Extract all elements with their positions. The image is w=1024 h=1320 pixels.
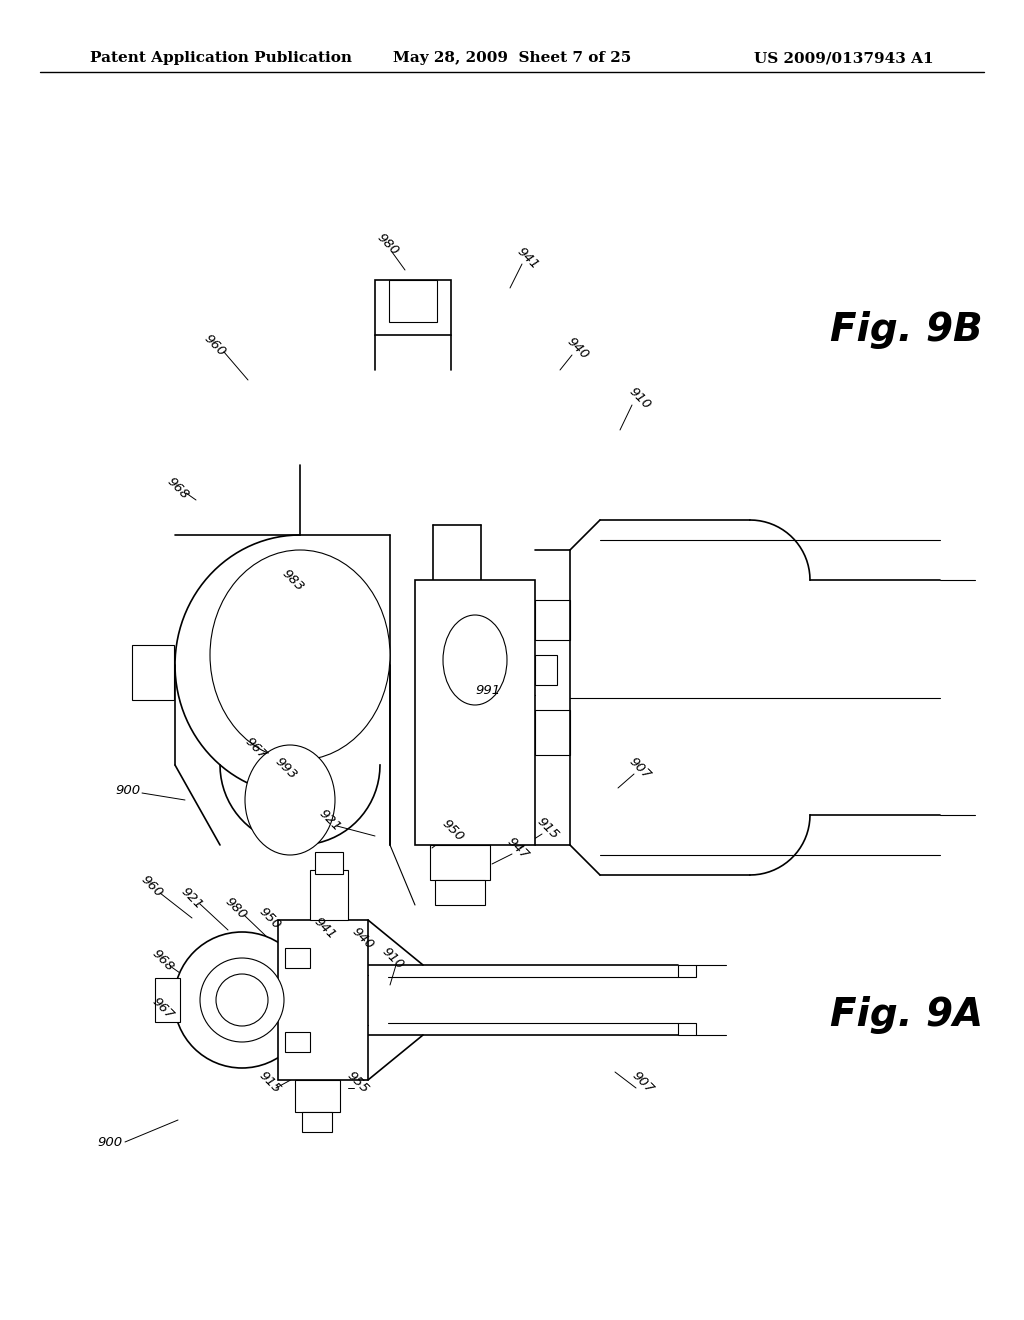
Bar (315, 851, 343, 874)
Text: 947: 947 (505, 834, 531, 862)
Text: 907: 907 (627, 755, 653, 781)
Text: 991: 991 (475, 684, 501, 697)
Circle shape (200, 958, 284, 1041)
Text: 968: 968 (165, 474, 191, 502)
Ellipse shape (210, 550, 390, 760)
Text: 993: 993 (272, 755, 299, 781)
Bar (535, 601, 570, 640)
Bar (430, 755, 485, 805)
Bar (278, 920, 368, 1080)
Bar (678, 1023, 696, 1035)
Text: 980: 980 (375, 231, 401, 257)
Text: 907: 907 (630, 1068, 656, 1096)
Text: 921: 921 (178, 884, 206, 912)
Text: 983: 983 (280, 566, 306, 594)
Ellipse shape (245, 744, 335, 855)
Text: 980: 980 (222, 895, 250, 921)
Text: 915: 915 (535, 814, 561, 841)
Bar (295, 1080, 340, 1111)
Bar (310, 870, 348, 920)
Text: 941: 941 (311, 915, 339, 941)
Bar (302, 1111, 332, 1133)
Bar (435, 880, 485, 906)
Ellipse shape (443, 615, 507, 705)
Bar (132, 645, 174, 700)
Text: 940: 940 (349, 924, 377, 952)
Text: 967: 967 (243, 734, 269, 762)
Text: 900: 900 (116, 784, 140, 796)
Text: 921: 921 (316, 807, 343, 833)
Bar (389, 280, 437, 322)
Text: 900: 900 (97, 1135, 123, 1148)
Text: Fig. 9B: Fig. 9B (830, 312, 983, 348)
Text: 910: 910 (380, 945, 407, 972)
Bar (155, 978, 180, 1022)
Text: 915: 915 (257, 1068, 284, 1096)
Bar (535, 655, 557, 685)
Bar (430, 845, 490, 880)
Text: 955: 955 (344, 1068, 372, 1096)
Circle shape (216, 974, 268, 1026)
Circle shape (429, 717, 445, 733)
Text: 941: 941 (514, 244, 542, 272)
Text: 960: 960 (138, 873, 166, 899)
Text: 950: 950 (439, 817, 467, 843)
Text: 940: 940 (564, 334, 592, 362)
Bar (285, 948, 310, 968)
Circle shape (174, 932, 310, 1068)
Text: 950: 950 (257, 904, 284, 932)
Bar (415, 579, 535, 845)
Text: Fig. 9A: Fig. 9A (830, 997, 983, 1034)
Text: Patent Application Publication: Patent Application Publication (90, 51, 352, 65)
Bar (535, 710, 570, 755)
Text: 910: 910 (627, 384, 653, 412)
Text: US 2009/0137943 A1: US 2009/0137943 A1 (755, 51, 934, 65)
Bar (285, 1032, 310, 1052)
Text: 967: 967 (150, 994, 176, 1022)
Bar (375, 280, 451, 335)
Bar (678, 965, 696, 977)
Text: May 28, 2009  Sheet 7 of 25: May 28, 2009 Sheet 7 of 25 (393, 51, 631, 65)
Text: 960: 960 (202, 331, 228, 359)
Text: 968: 968 (150, 946, 176, 973)
